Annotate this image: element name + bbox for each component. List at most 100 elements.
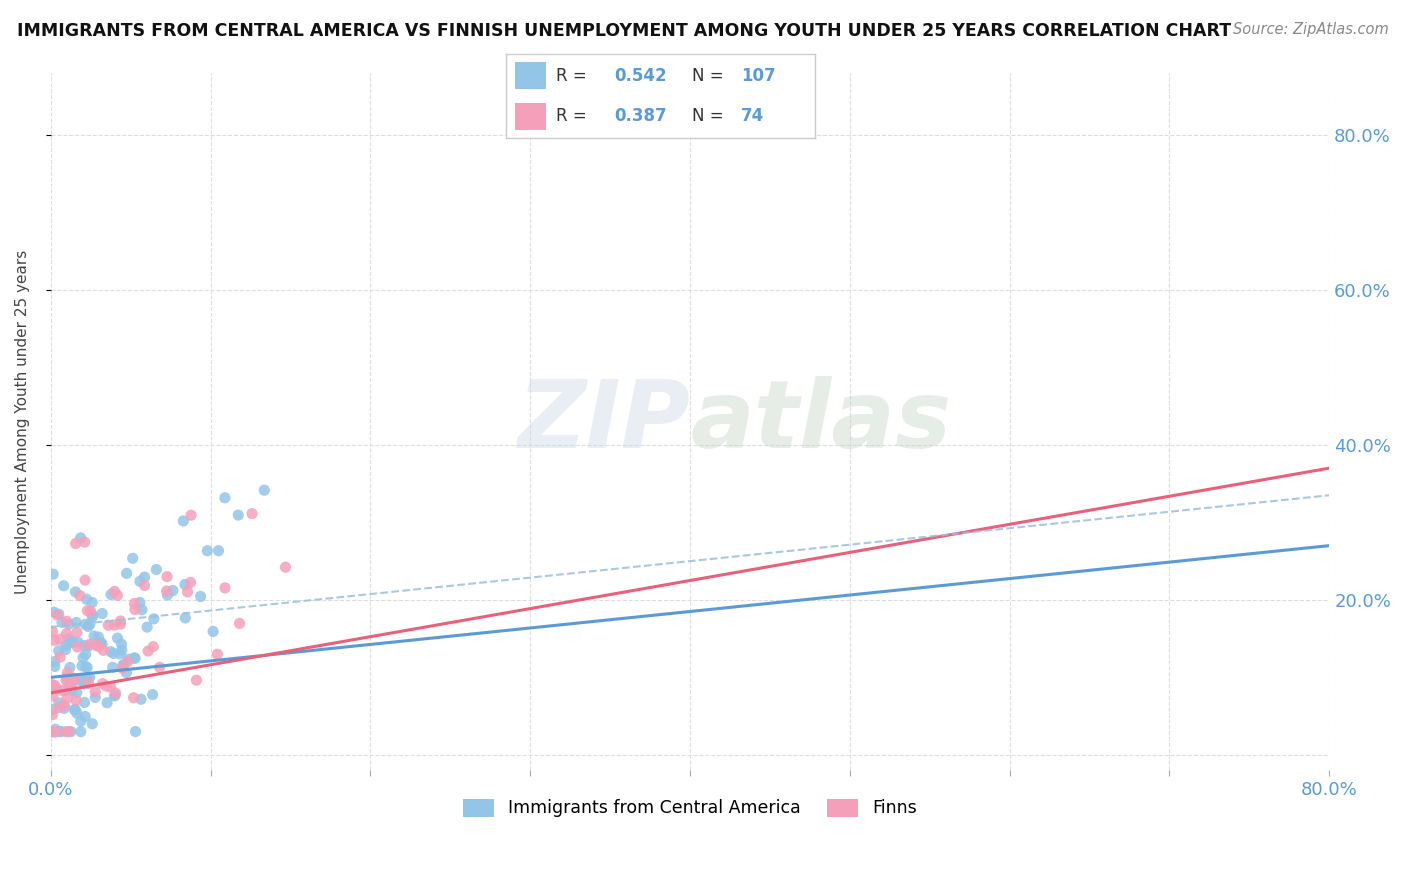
Point: [112, 657, 135, 672]
Point: [117, 652, 139, 666]
Point: [103, 584, 125, 599]
Point: [100, 680, 122, 694]
Point: [129, 574, 152, 589]
Point: [190, 590, 212, 604]
Point: [108, 647, 131, 661]
Point: [66, 706, 89, 721]
Point: [97, 618, 120, 632]
Point: [77, 619, 100, 633]
Point: [63, 703, 86, 717]
Point: [174, 577, 197, 591]
Point: [104, 688, 127, 702]
Point: [45, 724, 67, 739]
Point: [52, 683, 75, 698]
Point: [58, 617, 80, 632]
Point: [156, 569, 179, 583]
Point: [75, 648, 97, 662]
Point: [180, 508, 202, 523]
Point: [44, 724, 66, 739]
Text: ZIP: ZIP: [517, 376, 690, 467]
Point: [46, 607, 69, 622]
Point: [51, 615, 73, 630]
Point: [44, 724, 66, 739]
Point: [73, 535, 96, 549]
Point: [41, 624, 63, 639]
Text: N =: N =: [692, 67, 728, 85]
Text: N =: N =: [692, 107, 728, 125]
Point: [240, 507, 263, 521]
Point: [136, 620, 159, 634]
Point: [96, 696, 118, 710]
Point: [84, 685, 107, 699]
Point: [142, 612, 165, 626]
Point: [75, 660, 97, 674]
Point: [82, 607, 104, 622]
Point: [55, 724, 77, 739]
Point: [44, 723, 66, 737]
Point: [75, 709, 97, 723]
Text: 107: 107: [741, 67, 776, 85]
Text: atlas: atlas: [690, 376, 952, 467]
Point: [87, 630, 110, 644]
Point: [207, 543, 229, 558]
Point: [142, 688, 165, 702]
Point: [69, 589, 91, 603]
Point: [82, 610, 104, 624]
Point: [134, 578, 156, 592]
Point: [84, 690, 107, 705]
Point: [69, 531, 91, 545]
Text: R =: R =: [555, 107, 592, 125]
Point: [73, 695, 96, 709]
Point: [73, 639, 96, 653]
Point: [53, 698, 76, 713]
Point: [115, 665, 138, 680]
Point: [48, 632, 70, 647]
Point: [44, 724, 66, 739]
Point: [59, 724, 82, 739]
Point: [58, 724, 80, 739]
Point: [110, 637, 132, 651]
Point: [162, 583, 184, 598]
Point: [44, 633, 66, 648]
Text: 74: 74: [741, 107, 765, 125]
Point: [82, 595, 104, 609]
Point: [45, 681, 67, 696]
Point: [49, 650, 72, 665]
Text: Source: ZipAtlas.com: Source: ZipAtlas.com: [1233, 22, 1389, 37]
Point: [60, 676, 83, 690]
Point: [65, 536, 87, 550]
Point: [77, 676, 100, 690]
Point: [129, 692, 152, 706]
Point: [55, 614, 77, 628]
Point: [60, 635, 83, 649]
Point: [55, 673, 77, 688]
Point: [63, 673, 86, 687]
Point: [79, 617, 101, 632]
Point: [214, 581, 236, 595]
Point: [82, 716, 104, 731]
Point: [72, 650, 94, 665]
Point: [128, 595, 150, 609]
Point: [86, 639, 108, 653]
Point: [110, 614, 132, 628]
Point: [69, 724, 91, 739]
Legend: Immigrants from Central America, Finns: Immigrants from Central America, Finns: [456, 792, 924, 824]
Point: [41, 707, 63, 722]
Point: [122, 690, 145, 705]
Point: [62, 671, 84, 685]
Point: [110, 617, 132, 632]
Point: [70, 658, 93, 673]
Point: [93, 643, 115, 657]
Point: [180, 575, 202, 590]
Point: [124, 602, 146, 616]
Point: [44, 679, 66, 693]
Point: [48, 607, 70, 622]
Point: [55, 642, 77, 657]
Point: [117, 655, 139, 669]
Point: [48, 696, 70, 710]
Point: [48, 724, 70, 739]
Point: [70, 673, 93, 687]
Point: [48, 644, 70, 658]
Point: [66, 625, 89, 640]
Point: [48, 700, 70, 714]
